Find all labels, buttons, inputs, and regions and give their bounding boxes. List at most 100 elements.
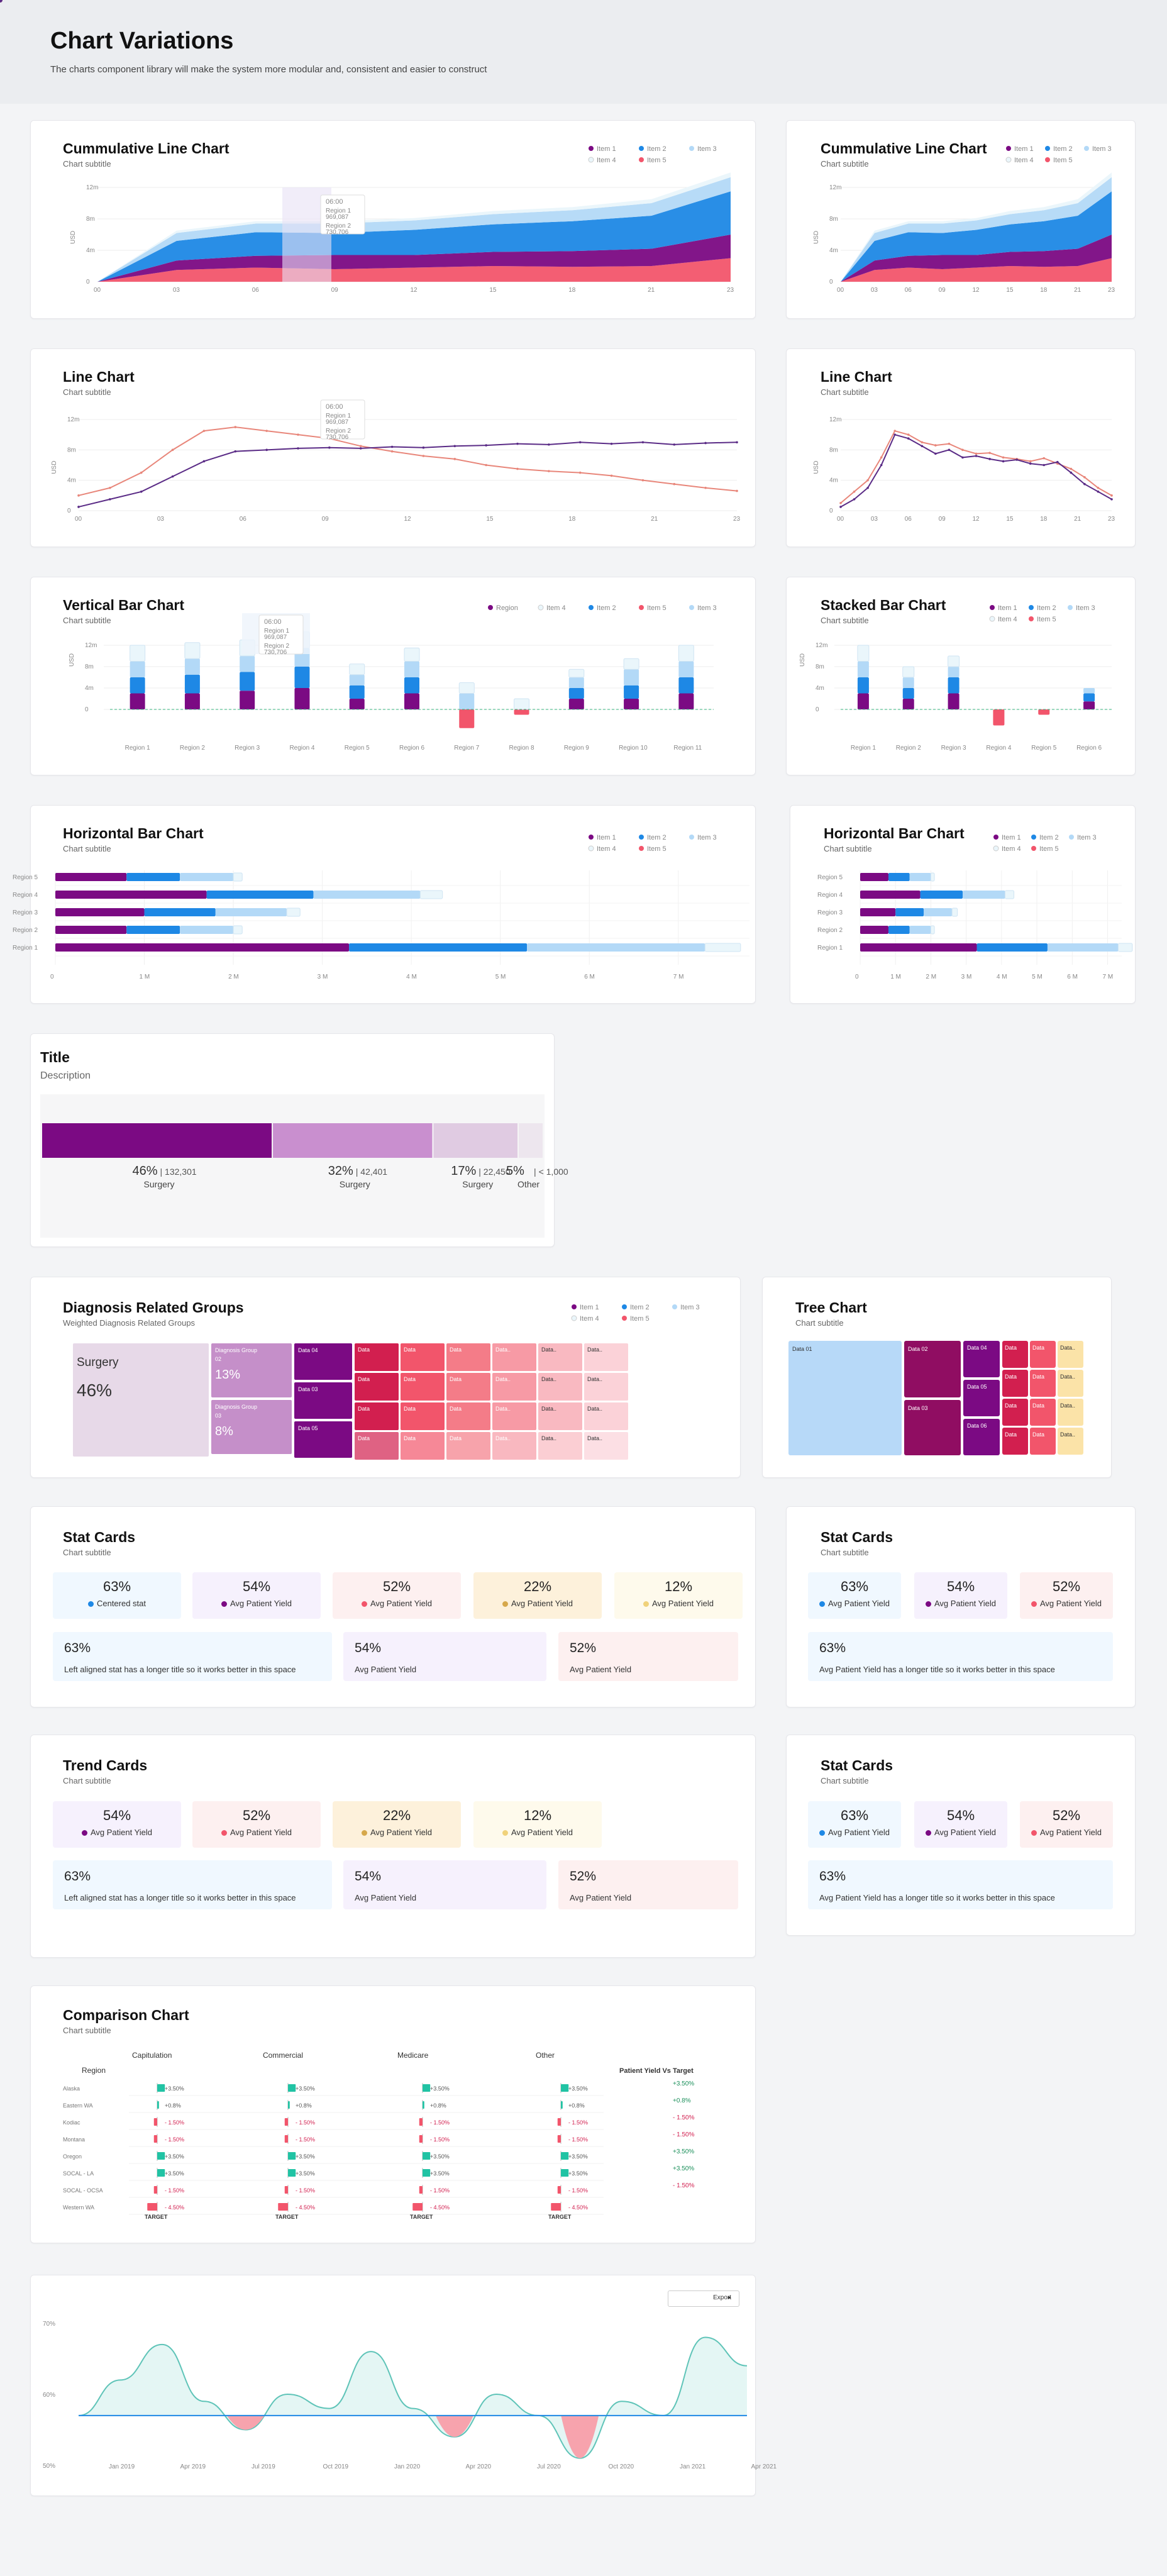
legend-swatch	[639, 146, 644, 151]
line-point	[853, 490, 856, 493]
x-tick-label: 18	[1040, 516, 1048, 523]
share-label: Surgery	[462, 1179, 493, 1189]
line-point	[485, 464, 487, 467]
legend-swatch	[1006, 146, 1011, 151]
x-tick-label: 4 M	[406, 974, 417, 980]
tooltip-title: 06:00	[326, 403, 343, 411]
dot-icon	[1031, 1830, 1037, 1836]
drg-cell	[584, 1432, 628, 1460]
tree-tile	[1002, 1341, 1028, 1368]
compare-bar	[419, 2135, 423, 2143]
drg-cell	[492, 1432, 536, 1460]
bar-segment	[55, 926, 127, 934]
area-series-item-4	[97, 172, 731, 282]
legend-swatch	[622, 1316, 627, 1321]
y-tick-label: Region 3	[13, 909, 38, 916]
legend-swatch	[993, 845, 999, 852]
legend-label: Item 2	[647, 145, 666, 153]
stat-tile: 54% Avg Patient Yield	[914, 1572, 1007, 1619]
share-segment	[42, 1123, 272, 1158]
legend-label: Item 5	[1039, 845, 1059, 853]
compare-bar	[153, 2118, 157, 2126]
stat-tile: 12% Avg Patient Yield	[614, 1572, 743, 1619]
compare-bar	[419, 2186, 423, 2194]
legend-label: Baltimore	[282, 0, 1167, 2]
line-point	[234, 450, 237, 453]
tree-tile	[963, 1341, 1000, 1377]
line-point	[961, 456, 964, 459]
stat-tile: 63% Avg Patient Yield	[808, 1572, 901, 1619]
bar-segment	[240, 672, 255, 691]
y-tick-label: 12m	[816, 642, 827, 649]
stat-wide-subtitle: Chart subtitle	[63, 1548, 111, 1557]
legend-label: Atlanta	[0, 0, 22, 2]
line-point	[109, 486, 111, 489]
page-subtitle: The charts component library will make t…	[50, 64, 487, 75]
export-button[interactable]: Export ▸	[668, 2290, 739, 2307]
bar-segment	[860, 926, 888, 934]
dot-icon	[361, 1830, 367, 1836]
bar-segment	[704, 943, 741, 952]
below-target-area	[561, 2415, 599, 2458]
x-tick-label: 15	[1006, 516, 1014, 523]
share-count: | 42,401	[356, 1167, 388, 1177]
share-count: | < 1,000	[534, 1167, 568, 1177]
line-series-baltimore	[840, 433, 1112, 508]
compare-value-label: +3.50%	[165, 2085, 184, 2092]
compare-bar	[153, 2135, 157, 2143]
legend-label: Region	[496, 604, 518, 612]
tree-tile	[963, 1419, 1000, 1455]
share-description: Description	[40, 1070, 91, 1081]
drg-cell-label: Data	[404, 1376, 416, 1382]
tree-label: Data	[1005, 1374, 1017, 1380]
x-tick-label: 0	[50, 974, 54, 980]
bar-segment	[857, 645, 870, 662]
drg-group-tile	[211, 1400, 292, 1454]
compare-right-value: +3.50%	[673, 2080, 694, 2087]
bar-segment	[623, 658, 639, 670]
bar-segment	[678, 677, 694, 694]
legend-label: Item 5	[630, 1315, 650, 1323]
y-tick-label: Region 4	[13, 892, 38, 899]
x-tick-label: Jan 2021	[680, 2463, 706, 2470]
trend-wide-tile: 63% Left aligned stat has a longer title …	[53, 1860, 332, 1909]
drg-cell-label: Data	[450, 1406, 462, 1412]
hbar-wide-title: Horizontal Bar Chart	[63, 825, 204, 841]
x-tick-label: 7 M	[673, 974, 684, 980]
drg-group-tile	[211, 1343, 292, 1397]
x-tick-label: Jan 2019	[109, 2463, 135, 2470]
compare-bar	[278, 2203, 288, 2211]
bar-segment	[404, 677, 419, 694]
legend-swatch	[488, 605, 493, 610]
tree-label: Data 01	[792, 1346, 812, 1352]
bar-segment	[313, 891, 421, 899]
line-point	[1097, 490, 1100, 493]
x-tick-label: 21	[1074, 516, 1081, 523]
line-point	[1070, 471, 1073, 474]
x-tick-label: 18	[568, 287, 576, 294]
legend-swatch	[639, 846, 644, 851]
share-count: | 22,450	[478, 1167, 511, 1177]
tree-tile	[1002, 1370, 1028, 1397]
line-point	[140, 490, 143, 493]
bar-segment	[888, 926, 910, 934]
sbar-title: Stacked Bar Chart	[821, 597, 946, 613]
bar-segment	[55, 891, 207, 899]
x-tick-label: Region 9	[564, 745, 589, 752]
legend-label: Baltimore	[0, 0, 29, 2]
x-tick-label: 23	[1108, 516, 1115, 523]
drg-subtitle: Weighted Diagnosis Related Groups	[63, 1318, 196, 1328]
legend-label: Item 5	[647, 604, 666, 612]
legend-swatch	[589, 835, 594, 840]
line-series-atlanta	[840, 430, 1112, 504]
below-target-area	[226, 2415, 265, 2430]
line-point	[1097, 486, 1100, 489]
y-tick-label: 8m	[86, 216, 95, 223]
bar-segment	[568, 677, 584, 688]
line-point	[934, 444, 937, 447]
bar-segment	[144, 908, 216, 916]
line-point	[610, 442, 613, 445]
bar-segment	[678, 693, 694, 709]
drg-cell	[492, 1373, 536, 1401]
line-point	[641, 441, 644, 444]
